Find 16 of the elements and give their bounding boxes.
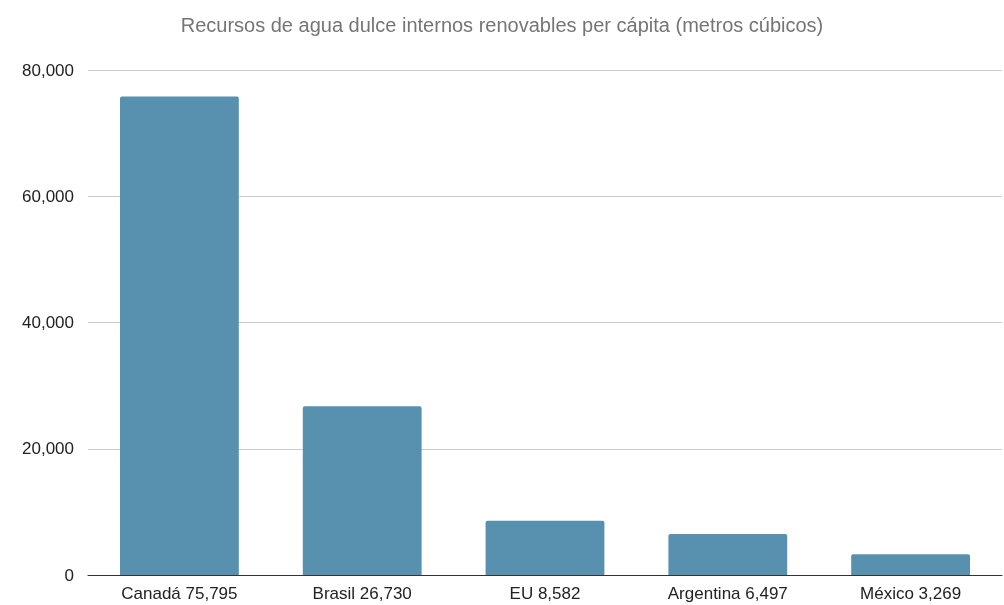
- chart-title: Recursos de agua dulce internos renovables per cápita (metros cúbicos): [180, 14, 824, 36]
- y-tick-label: 60,000: [22, 186, 74, 206]
- x-tick-label: México 3,269: [860, 584, 962, 603]
- y-tick-label: 0: [64, 565, 74, 585]
- bar: [668, 533, 788, 575]
- bar: [302, 406, 422, 575]
- x-tick-label: Brasil 26,730: [312, 584, 412, 603]
- x-tick-label: Argentina 6,497: [667, 584, 788, 603]
- y-tick-label: 80,000: [22, 60, 74, 80]
- bar: [119, 96, 239, 575]
- y-tick-label: 40,000: [22, 313, 74, 332]
- x-tick-label: Canadá 75,795: [121, 584, 238, 603]
- bar: [485, 520, 605, 575]
- bar: [851, 554, 971, 575]
- x-tick-label: EU 8,582: [509, 584, 581, 603]
- y-tick-label: 20,000: [22, 439, 74, 459]
